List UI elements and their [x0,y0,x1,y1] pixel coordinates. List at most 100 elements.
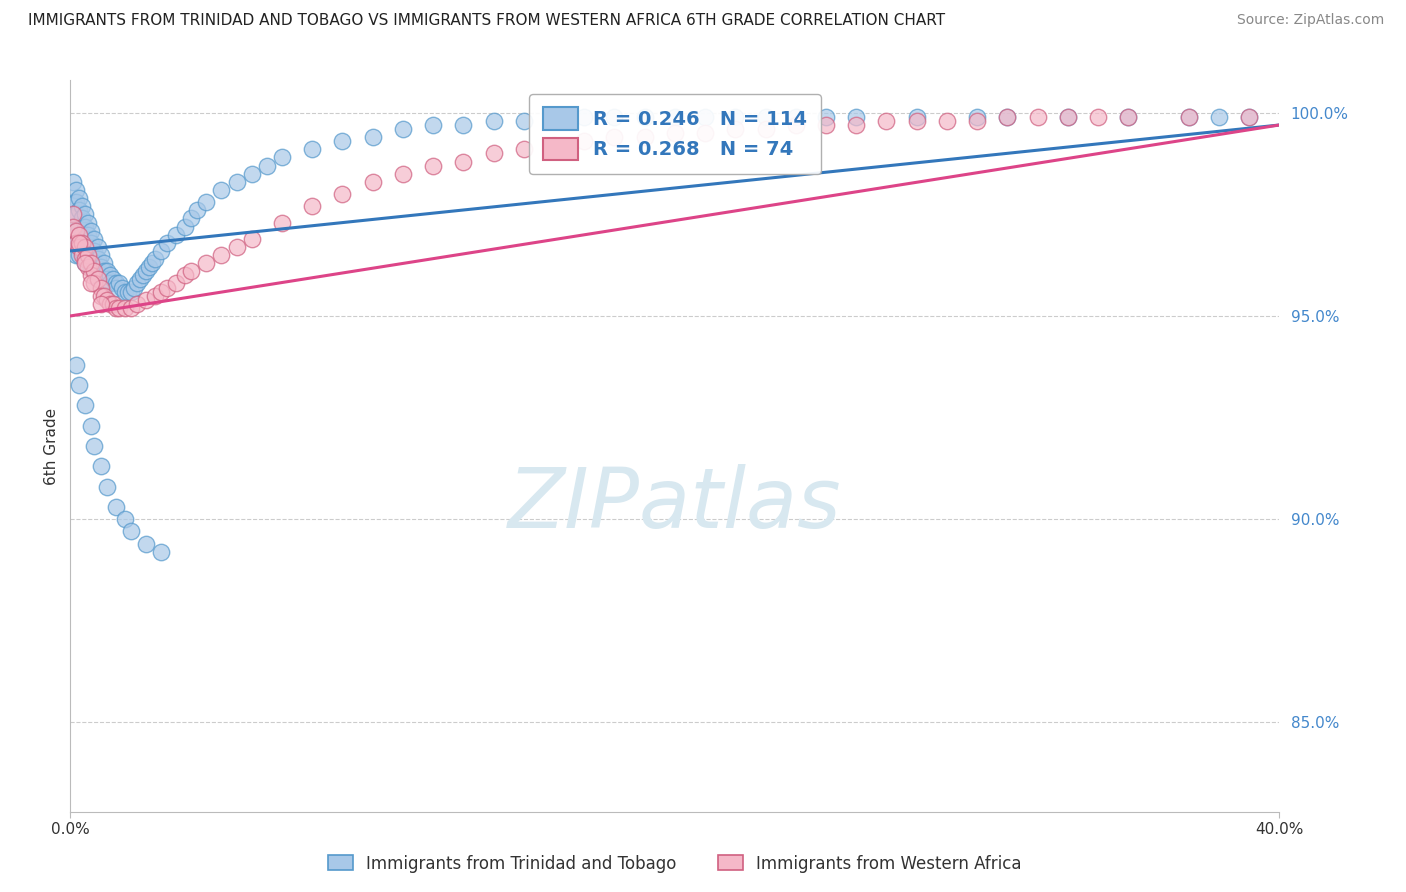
Point [75,219,97,234]
Point [1178,110,1201,124]
Point [135,536,157,550]
Point [150,544,172,558]
Point [240,167,263,181]
Point [135,264,157,278]
Point [995,110,1018,124]
Point [67,240,90,254]
Point [156,280,179,294]
Point [75,252,97,266]
Point [693,126,716,140]
Point [104,277,127,291]
Point [72,235,94,250]
Point [1239,110,1261,124]
Point [96,272,118,286]
Point [72,199,94,213]
Point [62,195,84,210]
Point [90,459,111,474]
Point [67,203,90,218]
Point [422,159,444,173]
Point [240,232,263,246]
Point [65,235,87,250]
Point [1208,110,1230,124]
Point [65,358,87,372]
Point [301,199,323,213]
Point [83,244,105,258]
Point [301,142,323,156]
Point [1057,110,1080,124]
Point [93,288,115,302]
Point [65,183,87,197]
Point [1239,110,1261,124]
Point [543,114,565,128]
Point [482,114,505,128]
Point [75,244,97,258]
Point [361,130,384,145]
Point [845,118,868,132]
Point [101,297,124,311]
Legend: R = 0.246   N = 114, R = 0.268   N = 74: R = 0.246 N = 114, R = 0.268 N = 74 [529,94,821,174]
Point [98,277,121,291]
Point [80,235,103,250]
Point [150,285,172,299]
Point [67,227,90,242]
Point [138,260,160,275]
Point [62,207,84,221]
Point [86,252,108,266]
Point [1087,110,1109,124]
Point [67,378,90,392]
Point [332,134,354,148]
Point [111,280,134,294]
Point [141,256,163,270]
Point [256,159,278,173]
Point [80,256,103,270]
Point [482,146,505,161]
Point [96,293,118,307]
Point [62,219,84,234]
Point [936,114,959,128]
Point [86,240,108,254]
Text: IMMIGRANTS FROM TRINIDAD AND TOBAGO VS IMMIGRANTS FROM WESTERN AFRICA 6TH GRADE : IMMIGRANTS FROM TRINIDAD AND TOBAGO VS I… [28,13,945,29]
Point [132,268,155,283]
Y-axis label: 6th Grade: 6th Grade [44,408,59,484]
Point [86,272,108,286]
Point [65,195,87,210]
Point [83,277,105,291]
Point [90,248,111,262]
Point [270,151,294,165]
Point [120,301,142,315]
Point [75,232,97,246]
Point [67,248,90,262]
Point [75,398,97,412]
Point [114,285,136,299]
Point [156,235,179,250]
Point [77,215,100,229]
Point [72,211,94,226]
Point [270,215,294,229]
Point [754,110,776,124]
Point [1116,110,1139,124]
Point [93,264,115,278]
Point [966,110,988,124]
Point [75,256,97,270]
Point [114,301,136,315]
Point [195,256,218,270]
Point [96,480,118,494]
Point [574,110,596,124]
Point [120,285,142,299]
Point [120,524,142,539]
Point [77,227,100,242]
Point [80,268,103,283]
Point [65,248,87,262]
Legend: Immigrants from Trinidad and Tobago, Immigrants from Western Africa: Immigrants from Trinidad and Tobago, Imm… [321,848,1029,880]
Point [1026,110,1049,124]
Point [1178,110,1201,124]
Point [693,110,716,124]
Point [80,224,103,238]
Point [125,277,148,291]
Point [174,219,197,234]
Point [135,293,157,307]
Point [75,256,97,270]
Point [995,110,1018,124]
Point [67,191,90,205]
Point [86,264,108,278]
